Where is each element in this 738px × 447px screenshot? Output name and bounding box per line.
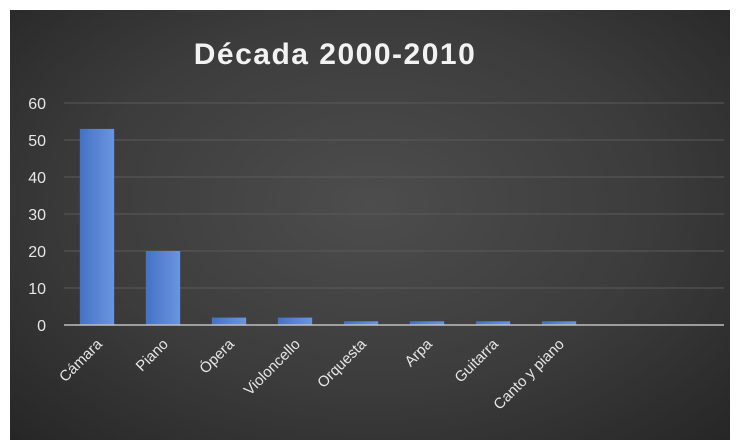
chart-title: Década 2000-2010: [194, 38, 477, 71]
x-tick-label: Guitarra: [451, 335, 502, 386]
bars: [79, 128, 577, 325]
y-tick-label: 60: [28, 96, 46, 113]
x-tick-label: Piano: [133, 336, 172, 375]
bar-3: [277, 317, 313, 325]
x-tick-label: Orquesta: [314, 335, 370, 391]
bar-7: [541, 321, 577, 325]
bar-2: [211, 317, 247, 325]
chart-area: Década 2000-2010 0 10 20 30 40 50 60 Cámara Pia…: [10, 10, 730, 440]
x-tick-label: Arpa: [401, 335, 436, 370]
bar-4: [343, 321, 379, 325]
x-axis-ticks: Cámara Piano Ópera Violoncello Orquesta Arpa G…: [56, 335, 568, 413]
bar-6: [475, 321, 511, 325]
x-tick-label: Cámara: [56, 335, 106, 385]
x-tick-label: Violoncello: [241, 336, 304, 399]
y-tick-label: 10: [28, 281, 46, 298]
x-tick-label: Canto y piano: [490, 336, 567, 413]
bar-1: [145, 251, 181, 325]
y-tick-label: 40: [28, 170, 46, 187]
y-tick-label: 30: [28, 207, 46, 224]
y-tick-label: 0: [37, 318, 46, 335]
x-tick-label: Ópera: [196, 335, 238, 377]
y-tick-label: 20: [28, 244, 46, 261]
y-tick-label: 50: [28, 133, 46, 150]
bar-5: [409, 321, 445, 325]
y-axis-ticks: 0 10 20 30 40 50 60: [28, 96, 46, 335]
bar-chart: Década 2000-2010 0 10 20 30 40 50 60 Cámara Pia…: [28, 38, 724, 413]
bar-0: [79, 128, 115, 325]
